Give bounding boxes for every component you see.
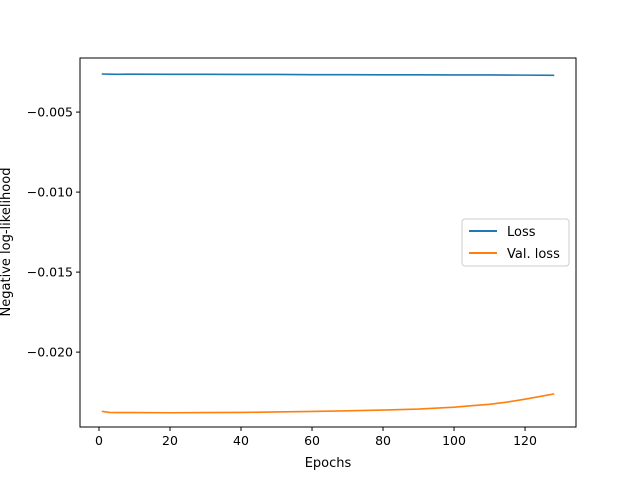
x-tick-label: 80 [375, 433, 391, 448]
x-tick-label: 20 [162, 433, 178, 448]
legend: Loss Val. loss [461, 218, 570, 267]
y-tick-label: −0.020 [27, 345, 73, 360]
legend-label-val-loss: Val. loss [507, 247, 560, 262]
series-line-val-loss [101, 393, 555, 414]
axes-frame [79, 57, 577, 428]
x-tick-label: 40 [233, 433, 249, 448]
x-axis-ticks: 0 20 40 60 80 100 120 [95, 427, 537, 448]
series-line-loss [101, 73, 555, 77]
x-tick-label: 120 [513, 433, 537, 448]
y-tick-label: −0.005 [27, 105, 73, 120]
legend-label-loss: Loss [507, 225, 536, 240]
y-axis-label: Negative log-likelihood [0, 168, 14, 317]
y-axis-ticks: −0.005 −0.010 −0.015 −0.020 [27, 105, 80, 360]
series-lines [101, 73, 555, 414]
y-tick-label: −0.015 [27, 265, 73, 280]
y-tick-label: −0.010 [27, 185, 73, 200]
x-tick-label: 0 [95, 433, 103, 448]
x-tick-label: 100 [442, 433, 466, 448]
x-tick-label: 60 [304, 433, 320, 448]
x-axis-label: Epochs [305, 456, 352, 471]
